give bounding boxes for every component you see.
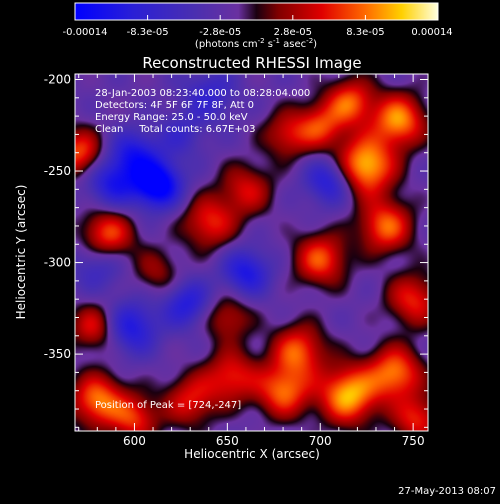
- axis-ticks: 600 650 700 750 -200 -250 -300 -350: [44, 72, 428, 448]
- heatmap-canvas: [75, 74, 428, 431]
- colorbar-unit-label: (photons cm-2 s-1 asec-2): [195, 37, 317, 50]
- x-axis-label: Heliocentric X (arcsec): [184, 447, 320, 461]
- footer-timestamp: 27-May-2013 08:07: [398, 486, 496, 497]
- annotation-total-counts: Clean Total counts: 6.67E+03: [95, 124, 255, 135]
- annotation-time-range: 28-Jan-2003 08:23:40.000 to 08:28:04.000: [95, 88, 310, 99]
- annotation-detectors: Detectors: 4F 5F 6F 7F 8F, Att 0: [95, 100, 254, 111]
- colorbar: -0.00014 -8.3e-05 -2.8e-05 2.8e-05 8.3e-05 0.…: [63, 2, 453, 50]
- colorbar-tick-label: 8.3e-05: [346, 27, 384, 38]
- y-tick-label: -200: [44, 72, 71, 86]
- annotations: 28-Jan-2003 08:23:40.000 to 08:28:04.000…: [95, 88, 310, 411]
- x-tick-label: 600: [123, 434, 146, 448]
- y-tick-label: -250: [44, 164, 71, 178]
- x-tick-label: 650: [216, 434, 239, 448]
- y-axis-label: Heliocentric Y (arcsec): [14, 185, 28, 320]
- colorbar-tick-label: -2.8e-05: [199, 27, 241, 38]
- x-tick-label: 750: [402, 434, 425, 448]
- colorbar-tick-label: 0.00014: [411, 27, 452, 38]
- colorbar-tick-label: 2.8e-05: [274, 27, 312, 38]
- annotation-energy-range: Energy Range: 25.0 - 50.0 keV: [95, 112, 248, 123]
- x-tick-label: 700: [309, 434, 332, 448]
- plot-frame: [74, 73, 429, 432]
- peak-position-label: Position of Peak = [724,-247]: [95, 400, 241, 411]
- colorbar-ticks: -0.00014 -8.3e-05 -2.8e-05 2.8e-05 8.3e-05 0.…: [63, 15, 453, 38]
- y-tick-label: -300: [44, 256, 71, 270]
- y-tick-label: -350: [44, 347, 71, 361]
- colorbar-gradient: [74, 2, 439, 21]
- heatmap-area: [75, 74, 428, 431]
- colorbar-tick-label: -8.3e-05: [127, 27, 169, 38]
- chart-title: Reconstructed RHESSI Image: [142, 54, 361, 72]
- heatmap-image-holder: [75, 74, 428, 431]
- colorbar-tick-label: -0.00014: [63, 27, 108, 38]
